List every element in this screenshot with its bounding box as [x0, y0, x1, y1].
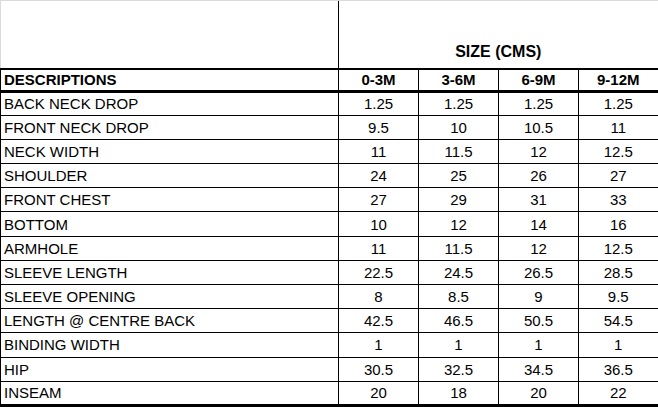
size-chart-page: SIZE (CMS) DESCRIPTIONS 0-3M 3-6M 6-9M 9…	[0, 0, 658, 412]
row-value: 27	[579, 164, 658, 188]
table-row: SLEEVE OPENING88.599.5	[1, 285, 658, 309]
row-value: 12.5	[579, 236, 658, 260]
row-value: 16	[579, 212, 658, 236]
row-value: 24	[339, 164, 419, 188]
row-value: 10.5	[499, 115, 579, 139]
row-value: 32.5	[419, 357, 499, 381]
row-value: 11	[579, 115, 658, 139]
row-label: NECK WIDTH	[1, 139, 339, 163]
row-value: 1	[499, 333, 579, 357]
row-label: FRONT NECK DROP	[1, 115, 339, 139]
row-value: 42.5	[339, 309, 419, 333]
row-value: 31	[499, 188, 579, 212]
row-value: 12	[499, 236, 579, 260]
row-label: ARMHOLE	[1, 236, 339, 260]
row-value: 26	[499, 164, 579, 188]
row-value: 10	[419, 115, 499, 139]
size-column-header-0-3m: 0-3M	[339, 69, 419, 91]
row-value: 10	[339, 212, 419, 236]
table-body: BACK NECK DROP1.251.251.251.25FRONT NECK…	[1, 91, 658, 405]
row-value: 27	[339, 188, 419, 212]
row-value: 9	[499, 285, 579, 309]
row-value: 1.25	[499, 91, 579, 115]
row-label: BINDING WIDTH	[1, 333, 339, 357]
row-value: 33	[579, 188, 658, 212]
row-value: 1	[419, 333, 499, 357]
row-value: 26.5	[499, 260, 579, 284]
table-head: SIZE (CMS) DESCRIPTIONS 0-3M 3-6M 6-9M 9…	[1, 1, 658, 91]
row-label: SLEEVE OPENING	[1, 285, 339, 309]
table-row: SHOULDER24252627	[1, 164, 658, 188]
row-value: 30.5	[339, 357, 419, 381]
row-value: 34.5	[499, 357, 579, 381]
row-value: 36.5	[579, 357, 658, 381]
row-label: BOTTOM	[1, 212, 339, 236]
row-value: 8	[339, 285, 419, 309]
row-value: 1.25	[339, 91, 419, 115]
row-value: 29	[419, 188, 499, 212]
table-row: SLEEVE LENGTH22.524.526.528.5	[1, 260, 658, 284]
row-value: 11	[339, 139, 419, 163]
row-value: 20	[499, 381, 579, 405]
row-value: 1	[339, 333, 419, 357]
table-row: ARMHOLE1111.51212.5	[1, 236, 658, 260]
row-value: 1.25	[419, 91, 499, 115]
row-label: INSEAM	[1, 381, 339, 405]
row-value: 22	[579, 381, 658, 405]
table-row: FRONT NECK DROP9.51010.511	[1, 115, 658, 139]
column-header-row: DESCRIPTIONS 0-3M 3-6M 6-9M 9-12M	[1, 69, 658, 91]
row-value: 50.5	[499, 309, 579, 333]
row-value: 12.5	[579, 139, 658, 163]
row-value: 9.5	[339, 115, 419, 139]
row-value: 22.5	[339, 260, 419, 284]
table-row: BINDING WIDTH1111	[1, 333, 658, 357]
row-label: HIP	[1, 357, 339, 381]
table-row: LENGTH @ CENTRE BACK42.546.550.554.5	[1, 309, 658, 333]
row-value: 1.25	[579, 91, 658, 115]
row-value: 20	[339, 381, 419, 405]
row-label: FRONT CHEST	[1, 188, 339, 212]
row-value: 18	[419, 381, 499, 405]
table-row: FRONT CHEST27293133	[1, 188, 658, 212]
row-value: 24.5	[419, 260, 499, 284]
row-value: 8.5	[419, 285, 499, 309]
row-value: 9.5	[579, 285, 658, 309]
row-value: 25	[419, 164, 499, 188]
table-row: BOTTOM10121416	[1, 212, 658, 236]
table-row: NECK WIDTH1111.51212.5	[1, 139, 658, 163]
row-value: 12	[499, 139, 579, 163]
row-label: SLEEVE LENGTH	[1, 260, 339, 284]
row-value: 28.5	[579, 260, 658, 284]
descriptions-column-header: DESCRIPTIONS	[1, 69, 339, 91]
row-label: LENGTH @ CENTRE BACK	[1, 309, 339, 333]
size-column-header-9-12m: 9-12M	[579, 69, 658, 91]
row-value: 1	[579, 333, 658, 357]
row-value: 14	[499, 212, 579, 236]
row-label: BACK NECK DROP	[1, 91, 339, 115]
row-value: 11.5	[419, 139, 499, 163]
empty-corner-cell	[1, 1, 339, 69]
row-label: SHOULDER	[1, 164, 339, 188]
row-value: 12	[419, 212, 499, 236]
table-row: INSEAM20182022	[1, 381, 658, 405]
size-column-header-3-6m: 3-6M	[419, 69, 499, 91]
row-value: 11.5	[419, 236, 499, 260]
table-row: HIP30.532.534.536.5	[1, 357, 658, 381]
size-group-header-row: SIZE (CMS)	[1, 1, 658, 69]
size-group-header: SIZE (CMS)	[339, 1, 658, 69]
row-value: 54.5	[579, 309, 658, 333]
size-chart-table: SIZE (CMS) DESCRIPTIONS 0-3M 3-6M 6-9M 9…	[0, 1, 658, 407]
row-value: 11	[339, 236, 419, 260]
table-row: BACK NECK DROP1.251.251.251.25	[1, 91, 658, 115]
row-value: 46.5	[419, 309, 499, 333]
size-column-header-6-9m: 6-9M	[499, 69, 579, 91]
